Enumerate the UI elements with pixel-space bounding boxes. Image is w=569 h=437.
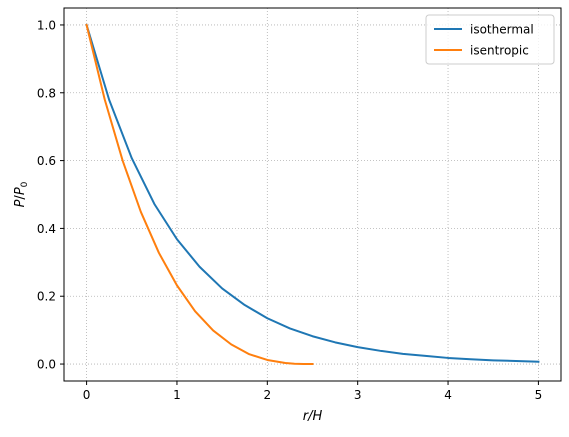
x-tick-label: 0 bbox=[83, 388, 91, 402]
series-layer bbox=[85, 23, 540, 366]
x-axis-ticks: 0 1 2 3 4 5 bbox=[83, 381, 542, 402]
y-axis-ticks: 0.0 0.2 0.4 0.6 0.8 1.0 bbox=[37, 18, 64, 372]
y-tick-label: 1.0 bbox=[37, 18, 56, 32]
legend: isothermal isentropic bbox=[425, 14, 555, 65]
plot-area-background bbox=[64, 8, 561, 381]
y-tick-label: 0.8 bbox=[37, 86, 56, 100]
grid-lines bbox=[64, 8, 561, 381]
y-tick-label: 0.6 bbox=[37, 154, 56, 168]
x-tick-label: 5 bbox=[535, 388, 543, 402]
plot-frame bbox=[63, 7, 562, 382]
y-tick-label: 0.2 bbox=[37, 290, 56, 304]
y-tick-label: 0.4 bbox=[37, 222, 56, 236]
series-line-isentropic bbox=[85, 23, 314, 366]
legend-label-isothermal: isothermal bbox=[470, 23, 534, 37]
legend-label-isentropic: isentropic bbox=[470, 44, 529, 58]
x-tick-label: 4 bbox=[444, 388, 452, 402]
x-tick-label: 1 bbox=[173, 388, 181, 402]
x-tick-label: 3 bbox=[354, 388, 362, 402]
x-axis-label: r/H bbox=[303, 409, 323, 424]
y-tick-label: 0.0 bbox=[37, 358, 56, 372]
series-line-isothermal bbox=[85, 23, 540, 363]
x-tick-label: 2 bbox=[263, 388, 271, 402]
y-axis-label: P/P0 bbox=[13, 181, 30, 207]
legend-box bbox=[425, 14, 555, 65]
